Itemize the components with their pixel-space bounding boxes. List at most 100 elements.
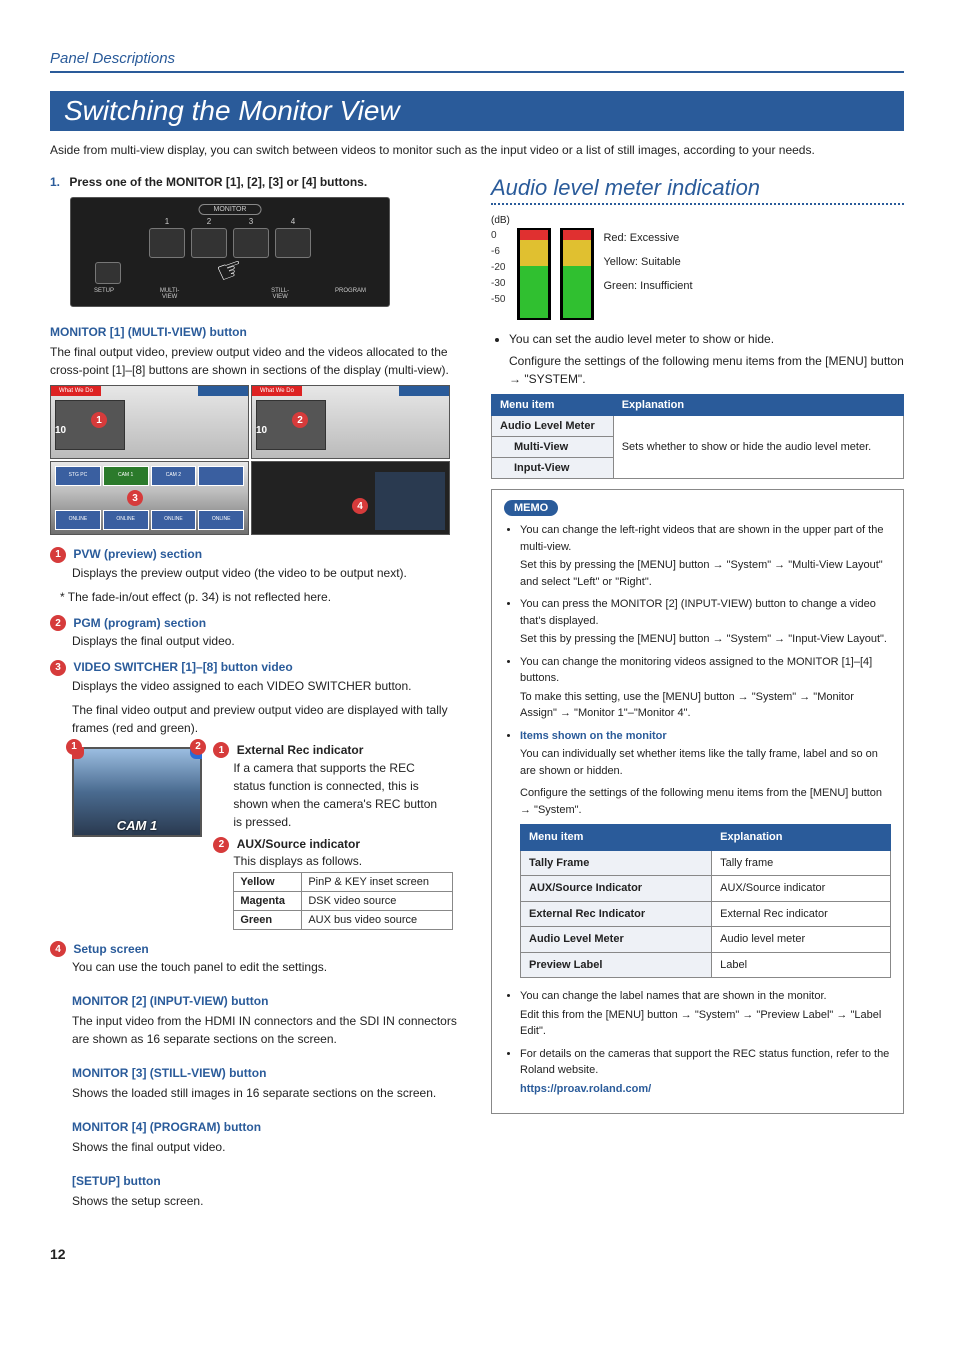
diagram-button-4: 4	[275, 228, 311, 258]
memo-item-5: You can change the label names that are …	[520, 988, 891, 1040]
aux-table: YellowPinP & KEY inset screen MagentaDSK…	[233, 872, 453, 930]
sw-body2: The final video output and preview outpu…	[72, 701, 463, 737]
m2-body: The input video from the HDMI IN connect…	[72, 1012, 463, 1048]
step-instruction: Press one of the MONITOR [1], [2], [3] o…	[69, 175, 367, 189]
scale-tick: -50	[491, 292, 505, 308]
table-key: Preview Label	[521, 952, 712, 978]
audio-meter-heading: Audio level meter indication	[491, 175, 904, 201]
table-value: Sets whether to show or hide the audio l…	[613, 416, 903, 479]
ext-rec-body: If a camera that supports the REC status…	[233, 759, 443, 831]
step-number: 1.	[50, 175, 60, 189]
multi-view-preview: What We Do 1 10 What We Do 2 10 STG PC C…	[50, 385, 450, 535]
memo-box: MEMO You can change the left-right video…	[491, 489, 904, 1114]
memo-text: You can press the MONITOR [2] (INPUT-VIE…	[520, 598, 876, 627]
memo-sub: Set this by pressing the [MENU] button →…	[520, 557, 891, 590]
memo-item-4: Items shown on the monitor You can indiv…	[520, 728, 891, 979]
memo-text: You can change the label names that are …	[520, 990, 827, 1002]
meter-bullet-1: You can set the audio level meter to sho…	[509, 330, 904, 388]
m4-body: Shows the final output video.	[72, 1138, 463, 1156]
memo-sub: To make this setting, use the [MENU] but…	[520, 689, 891, 722]
roland-url[interactable]: https://proav.roland.com/	[520, 1083, 651, 1095]
aux-row-key: Yellow	[234, 872, 302, 891]
page-title: Switching the Monitor View	[50, 91, 904, 131]
diagram-button-1: 1	[149, 228, 185, 258]
mv-thumb-label: ONLINE	[151, 510, 197, 530]
bullet-followup: Configure the settings of the following …	[509, 352, 904, 388]
page-number: 12	[50, 1246, 904, 1262]
meter-scale: 0 -6 -20 -30 -50	[491, 228, 505, 308]
thumb-callout-2: 2	[190, 739, 206, 755]
aux-body: This displays as follows.	[233, 854, 443, 868]
setup-body: You can use the touch panel to edit the …	[72, 958, 463, 976]
thumb-callout-1: 1	[66, 739, 82, 755]
callout-marker-4: 4	[50, 941, 66, 957]
mv-title-bar: What We Do	[51, 386, 101, 396]
mv-num-overlay: 10	[55, 425, 66, 436]
diagram-btn-num: 2	[207, 217, 211, 226]
mv-thumb-label: ONLINE	[198, 510, 244, 530]
diagram-btn-num: 3	[249, 217, 253, 226]
ext-rec-title: External Rec indicator	[237, 743, 364, 757]
aux-title: AUX/Source indicator	[237, 837, 360, 851]
legend-green: Green: Insufficient	[603, 280, 692, 292]
diagram-button-2: 2	[191, 228, 227, 258]
mv-blue-bar	[399, 386, 449, 396]
memo-text: You can change the left-right videos tha…	[520, 524, 883, 553]
callout-3: 3	[127, 490, 143, 506]
legend-yellow: Yellow: Suitable	[603, 256, 692, 268]
table-value: External Rec indicator	[712, 901, 891, 927]
mv-body: The final output video, preview output v…	[50, 343, 463, 379]
callout-marker-3: 3	[50, 660, 66, 676]
memo-pill: MEMO	[504, 500, 558, 516]
aux-row-val: DSK video source	[302, 891, 453, 910]
db-label: (dB)	[491, 215, 904, 226]
diagram-label-mv: MULTI- VIEW	[160, 288, 180, 300]
mv-cell-sw: STG PC CAM 1 CAM 2 3 ONLINE ONLINE ONLIN…	[50, 461, 249, 535]
diagram-label-program: PROGRAM	[335, 288, 366, 300]
cam-thumb-label: CAM 1	[117, 818, 157, 833]
pgm-body: Displays the final output video.	[72, 632, 463, 650]
table-value: Audio level meter	[712, 927, 891, 953]
ext-rec-marker: 1	[213, 742, 229, 758]
mv-cell-setup: 4	[251, 461, 450, 535]
aux-row-val: AUX bus video source	[302, 910, 453, 929]
running-head: Panel Descriptions	[50, 50, 904, 73]
diagram-monitor-label: MONITOR	[199, 204, 262, 215]
diagram-label-sv: STILL- VIEW	[271, 288, 289, 300]
memo-item-1: You can change the left-right videos tha…	[520, 522, 891, 590]
diagram-label-setup: SETUP	[94, 288, 114, 300]
table-header: Explanation	[613, 395, 903, 416]
callout-4: 4	[352, 498, 368, 514]
mv-blue-bar	[198, 386, 248, 396]
mv-thumb-label: ONLINE	[55, 510, 101, 530]
memo-item-2: You can press the MONITOR [2] (INPUT-VIE…	[520, 596, 891, 648]
memo-item-3: You can change the monitoring videos ass…	[520, 654, 891, 722]
mv-thumb-label	[198, 466, 244, 486]
table-header: Menu item	[492, 395, 614, 416]
memo-text: For details on the cameras that support …	[520, 1048, 889, 1077]
mv-thumb-label: CAM 1	[103, 466, 149, 486]
m2-title: MONITOR [2] (INPUT-VIEW) button	[72, 994, 463, 1008]
cam-thumbnail: CAM 1	[72, 747, 202, 837]
mv-heading: MONITOR [1] (MULTI-VIEW) button	[50, 325, 463, 339]
scale-tick: 0	[491, 228, 505, 244]
table-key: Audio Level Meter	[492, 416, 614, 437]
table-header: Menu item	[521, 825, 712, 851]
setup-btn-body: Shows the setup screen.	[72, 1192, 463, 1210]
aux-row-key: Magenta	[234, 891, 302, 910]
mv-cell-pvw: What We Do 1 10	[50, 385, 249, 459]
table-header: Explanation	[712, 825, 891, 851]
m3-title: MONITOR [3] (STILL-VIEW) button	[72, 1066, 463, 1080]
table-key: Multi-View	[492, 437, 614, 458]
pvw-note: * The fade-in/out effect (p. 34) is not …	[60, 588, 463, 606]
scale-tick: -6	[491, 244, 505, 260]
table-key: Tally Frame	[521, 850, 712, 876]
memo-text: You can change the monitoring videos ass…	[520, 656, 872, 685]
level-meter-right	[560, 228, 594, 320]
level-meter-left	[517, 228, 551, 320]
right-column: Audio level meter indication (dB) 0 -6 -…	[491, 175, 904, 1216]
aux-row-key: Green	[234, 910, 302, 929]
table-key: Audio Level Meter	[521, 927, 712, 953]
sw-body1: Displays the video assigned to each VIDE…	[72, 677, 463, 695]
memo-subhead: Items shown on the monitor	[520, 730, 667, 742]
